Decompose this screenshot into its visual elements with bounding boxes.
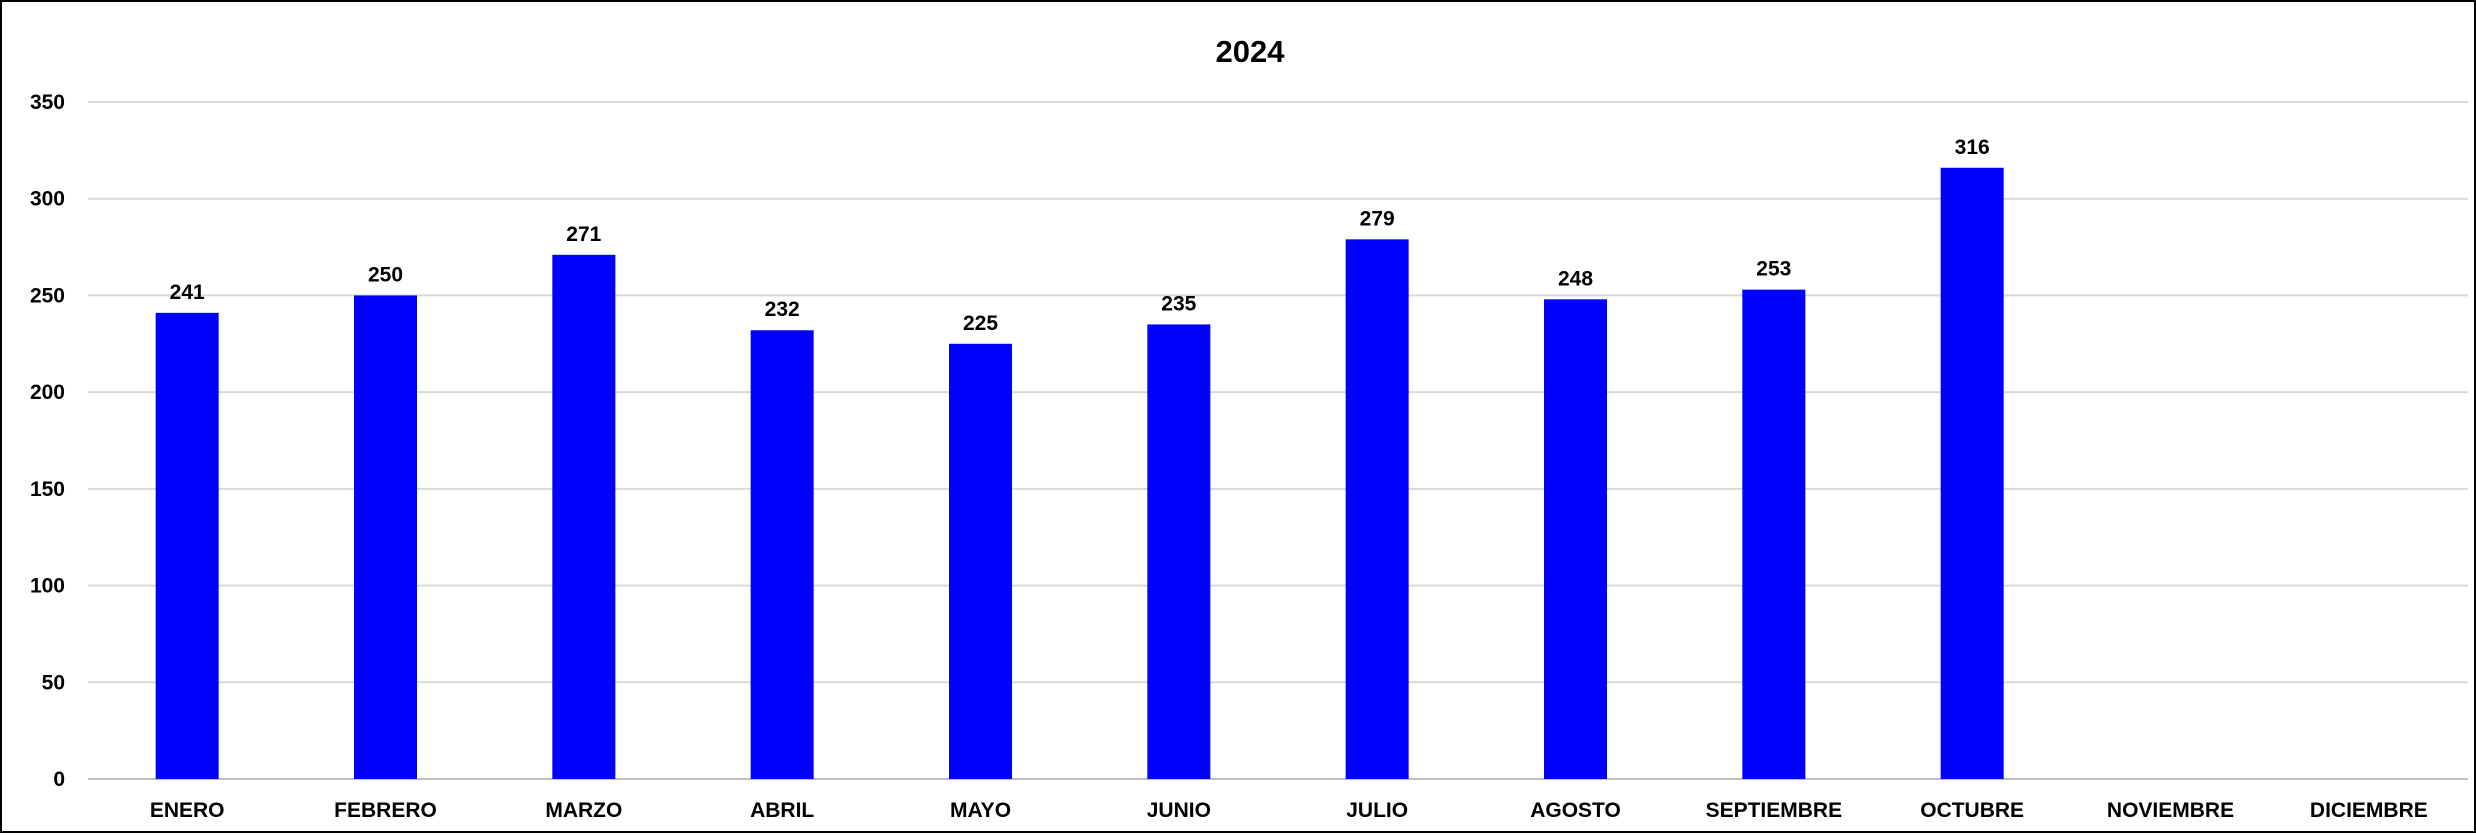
x-tick-label: NOVIEMBRE: [2107, 799, 2234, 822]
data-label: 250: [368, 263, 403, 286]
y-tick-label: 250: [30, 284, 65, 307]
x-tick-label: JULIO: [1346, 799, 1408, 822]
x-tick-label: FEBRERO: [334, 799, 437, 822]
bar: [750, 330, 814, 779]
bar: [1345, 239, 1409, 779]
y-tick-label: 150: [30, 478, 65, 501]
x-tick-label: AGOSTO: [1530, 799, 1621, 822]
y-tick-label: 50: [42, 671, 65, 694]
y-tick-label: 300: [30, 188, 65, 211]
bars: [155, 167, 2004, 779]
data-label: 235: [1161, 292, 1196, 315]
chart-title: 2024: [1216, 34, 1286, 69]
data-label: 253: [1756, 258, 1791, 281]
y-tick-label: 200: [30, 381, 65, 404]
x-tick-label: MARZO: [545, 799, 622, 822]
bar: [155, 312, 219, 779]
bar: [949, 343, 1012, 779]
x-tick-label: ABRIL: [750, 799, 814, 822]
x-tick-label: JUNIO: [1147, 799, 1211, 822]
x-axis-ticks: ENERO FEBRERO MARZO ABRIL MAYO JUNIO JULIO AGOS…: [150, 799, 2428, 822]
data-label: 279: [1360, 207, 1395, 230]
x-tick-label: MAYO: [950, 799, 1011, 822]
x-tick-label: OCTUBRE: [1920, 799, 2024, 822]
y-tick-label: 100: [30, 575, 65, 598]
y-axis-ticks: 0 50 100 150 200 250 300 350: [30, 91, 65, 791]
bar: [1147, 324, 1211, 779]
x-tick-label: DICIEMBRE: [2310, 799, 2428, 822]
data-labels: 241 250 271 232 225 235 279 248 253 316: [170, 136, 1990, 335]
data-label: 225: [963, 312, 998, 335]
bar: [1742, 289, 1806, 779]
x-tick-label: ENERO: [150, 799, 225, 822]
data-label: 248: [1558, 267, 1593, 290]
data-label: 316: [1955, 136, 1990, 159]
bar: [1940, 167, 2004, 779]
bar: [1544, 299, 1607, 779]
data-label: 241: [170, 281, 205, 304]
bar: [354, 295, 417, 779]
y-tick-label: 0: [53, 768, 65, 791]
y-tick-label: 350: [30, 91, 65, 114]
bar: [552, 254, 616, 779]
x-tick-label: SEPTIEMBRE: [1706, 799, 1843, 822]
data-label: 232: [765, 298, 800, 321]
gridlines: [88, 101, 2468, 780]
data-label: 271: [566, 223, 601, 246]
